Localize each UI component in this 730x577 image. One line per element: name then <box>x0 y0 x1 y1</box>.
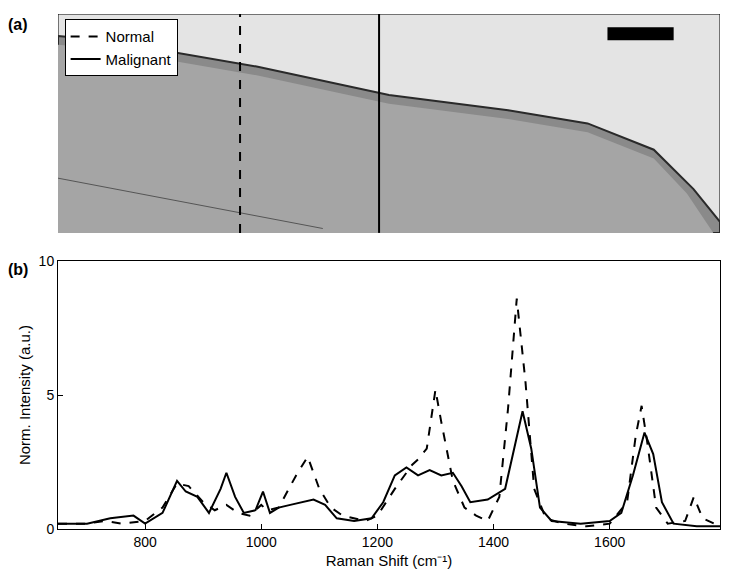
svg-text:(b): (b) <box>8 261 28 278</box>
svg-text:1600: 1600 <box>594 534 625 550</box>
svg-text:10: 10 <box>39 253 55 269</box>
svg-text:Malignant: Malignant <box>106 51 172 68</box>
svg-text:0: 0 <box>46 521 54 537</box>
svg-text:(a): (a) <box>8 16 28 33</box>
svg-text:Normal: Normal <box>106 28 154 45</box>
svg-text:800: 800 <box>133 534 157 550</box>
svg-text:Norm. Intensity (a.u.): Norm. Intensity (a.u.) <box>16 325 33 465</box>
svg-text:1000: 1000 <box>246 534 277 550</box>
svg-text:Raman Shift (cm⁻¹): Raman Shift (cm⁻¹) <box>326 552 453 569</box>
svg-text:5: 5 <box>46 387 54 403</box>
svg-text:1200: 1200 <box>362 534 393 550</box>
svg-text:1400: 1400 <box>478 534 509 550</box>
